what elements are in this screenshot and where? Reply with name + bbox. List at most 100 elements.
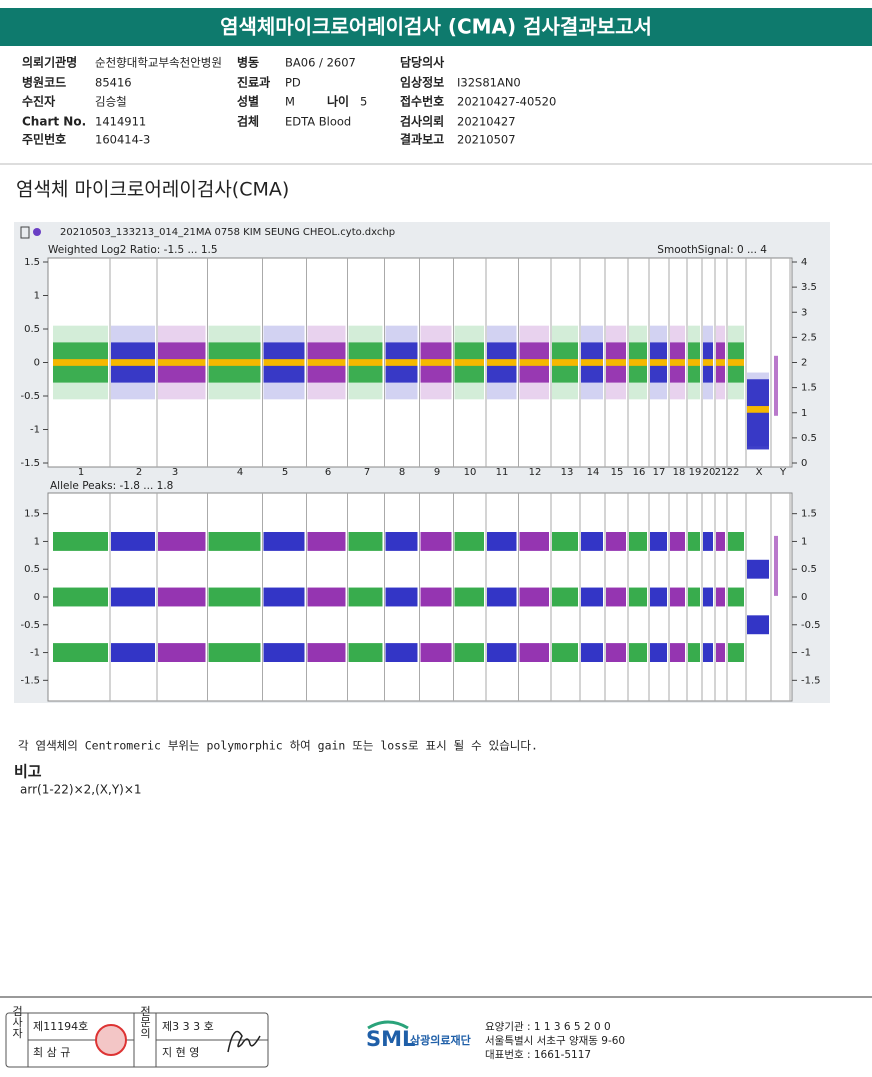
y-tick-label: 0.5 <box>24 564 40 575</box>
info-value: 20210427-40520 <box>457 95 556 109</box>
allele-band <box>385 643 418 662</box>
chrom-label: 22 <box>727 467 740 478</box>
section-title: 염색체 마이크로어레이검사(CMA) <box>16 179 289 201</box>
allele-band <box>420 587 452 607</box>
y2-tick-label: -0.5 <box>801 620 821 631</box>
allele-band <box>454 643 484 662</box>
y-tick-label: -1 <box>30 425 40 436</box>
info-value: 85416 <box>95 76 132 90</box>
signal-band <box>774 535 778 596</box>
allele-band <box>581 587 603 607</box>
smooth-signal <box>420 359 452 366</box>
chrom-label: 16 <box>633 467 646 478</box>
allele-band <box>348 587 383 607</box>
allele-band <box>519 643 549 662</box>
allele-band <box>53 643 108 662</box>
y2-tick-label: -1 <box>801 648 811 659</box>
allele-band <box>420 643 452 662</box>
allele-band <box>454 587 484 607</box>
address: 요양기관 : 1 1 3 6 5 2 0 0 <box>485 1021 611 1033</box>
smooth-signal <box>581 359 603 366</box>
stamp <box>95 1024 127 1056</box>
allele-band <box>629 532 647 551</box>
smooth-signal <box>629 359 647 366</box>
smooth-signal <box>716 359 725 366</box>
allele-band <box>688 643 700 662</box>
allele-band <box>670 532 685 551</box>
allele-band <box>552 643 578 662</box>
chrom-label: 15 <box>611 467 624 478</box>
allele-band <box>650 587 667 607</box>
y-tick-label: 1 <box>34 291 40 302</box>
allele-band <box>307 643 346 662</box>
allele-band <box>629 643 647 662</box>
allele-band <box>158 587 206 607</box>
allele-band <box>263 587 305 607</box>
icon <box>33 228 41 236</box>
y-tick-label: 0.5 <box>24 324 40 335</box>
info-value: 순천향대학교부속천안병원 <box>95 56 222 70</box>
logo: SML <box>366 1027 415 1051</box>
allele-band <box>53 587 108 607</box>
y2-tick-label: 0 <box>801 592 807 603</box>
allele-band <box>385 587 418 607</box>
smooth-signal <box>552 359 578 366</box>
allele-band <box>747 559 769 579</box>
info-value: 김승철 <box>95 95 127 109</box>
allele-band <box>307 587 346 607</box>
allele-band <box>629 587 647 607</box>
chrom-label: 1 <box>78 467 84 478</box>
y-tick-label: 0 <box>34 592 40 603</box>
allele-band <box>348 643 383 662</box>
chrom-label: 10 <box>464 467 477 478</box>
allele-band <box>581 532 603 551</box>
allele-band <box>703 587 713 607</box>
allele-band <box>728 643 744 662</box>
y2-tick-label: 0 <box>801 458 807 469</box>
allele-band <box>670 587 685 607</box>
info-label: 결과보고 <box>400 132 444 147</box>
chrom-label: 17 <box>653 467 666 478</box>
smooth-signal <box>111 359 155 366</box>
chrom-label: 4 <box>237 467 243 478</box>
chrom-label: 13 <box>561 467 574 478</box>
smooth-signal <box>747 406 769 413</box>
info-value: 20210507 <box>457 133 516 147</box>
allele-band <box>307 532 346 551</box>
chrom-label: 7 <box>364 467 370 478</box>
info-value: 5 <box>360 95 367 109</box>
smooth-signal <box>606 359 626 366</box>
chrom-label: 9 <box>434 467 440 478</box>
allele-band <box>263 532 305 551</box>
allele-band <box>208 643 261 662</box>
header-bar <box>0 8 872 46</box>
y2-tick-label: 4 <box>801 257 807 268</box>
allele-band <box>208 587 261 607</box>
chrom-label: 3 <box>172 467 178 478</box>
allele-band <box>552 532 578 551</box>
remarks-text: arr(1-22)×2,(X,Y)×1 <box>20 783 142 797</box>
address: 대표번호 : 1661-5117 <box>485 1049 591 1061</box>
y2-tick-label: 1.5 <box>801 383 817 394</box>
file-name: 20210503_133213_014_21MA 0758 KIM SEUNG … <box>60 227 395 238</box>
allele-band <box>487 587 517 607</box>
allele-band <box>606 587 626 607</box>
info-value: 20210427 <box>457 115 516 129</box>
info-label: 수진자 <box>22 94 55 109</box>
info-label: 검체 <box>237 114 259 129</box>
y-tick-label: -1 <box>30 648 40 659</box>
allele-band <box>716 643 725 662</box>
specialist-name: 지 현 영 <box>162 1046 199 1059</box>
allele-band <box>703 532 713 551</box>
smooth-signal <box>263 359 305 366</box>
info-value: M <box>285 95 295 109</box>
smooth-signal <box>670 359 685 366</box>
org: 삼광의료재단 <box>410 1033 471 1047</box>
allele-band <box>688 532 700 551</box>
info-label: 임상정보 <box>400 75 444 90</box>
allele-band <box>263 643 305 662</box>
allele-band <box>111 532 155 551</box>
smooth-signal <box>728 359 744 366</box>
smooth-signal <box>208 359 261 366</box>
allele-band <box>688 587 700 607</box>
